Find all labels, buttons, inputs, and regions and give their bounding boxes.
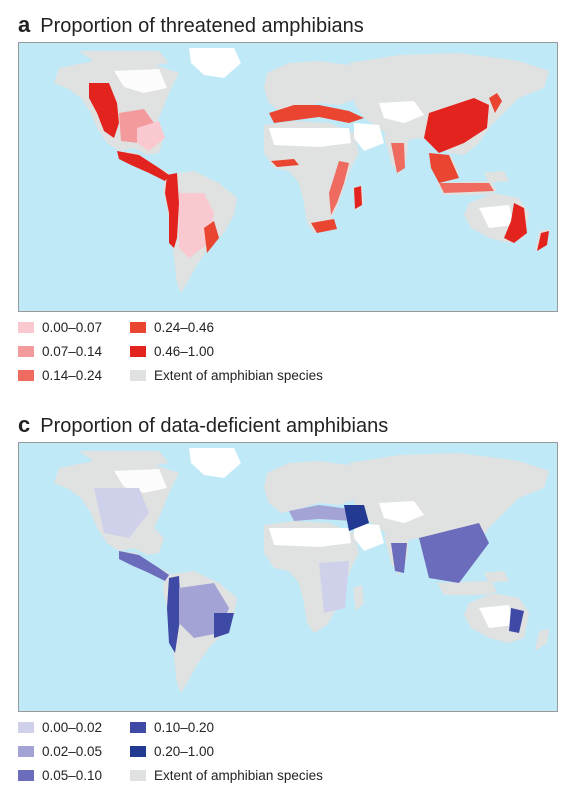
hotspot-east-australia [504,203,527,243]
hotspot-mediterranean [269,105,364,123]
legend-label: Extent of amphibian species [154,768,323,783]
legend-item: 0.02–0.05 [18,744,102,760]
legend-swatch [18,370,34,381]
hotspot-china [424,98,489,153]
world-map-data-deficient [18,442,558,712]
legend-label: 0.05–0.10 [42,768,103,783]
hotspot-na-west [89,83,119,138]
panel-title-text: Proportion of threatened amphibians [40,15,364,37]
legend-label: 0.24–0.46 [154,320,215,335]
dd-mediterranean [289,505,354,521]
legend-threatened: 0.00–0.07 0.07–0.14 0.14–0.24 0.24–0.46 … [18,318,558,390]
hotspot-indonesia [439,183,494,193]
hotspot-sa-interior [179,193,214,258]
dd-india [391,543,407,573]
hotspot-india [391,143,405,173]
hotspot-atlantic-forest [204,221,219,253]
legend-item: 0.10–0.20 [130,720,214,736]
legend-swatch [18,746,34,757]
world-map-threatened [18,42,558,312]
legend-data-deficient: 0.00–0.02 0.02–0.05 0.05–0.10 0.10–0.20 … [18,718,558,790]
legend-item: 0.07–0.14 [18,344,102,360]
legend-label: 0.14–0.24 [42,368,103,383]
legend-swatch [130,346,146,357]
legend-item: 0.14–0.24 [18,368,102,384]
legend-item: 0.00–0.07 [18,320,102,336]
legend-label: Extent of amphibian species [154,368,323,383]
hotspot-new-zealand [537,231,549,251]
legend-swatch [130,770,146,781]
dd-central-america [119,551,169,581]
dd-andes [167,576,181,653]
dd-africa [319,561,349,613]
panel-title: a Proportion of threatened amphibians [18,12,364,38]
legend-label: 0.10–0.20 [154,720,215,735]
hotspot-se-asia [429,153,459,183]
legend-swatch [18,346,34,357]
panel-letter: a [18,12,31,37]
dd-na [94,488,149,538]
hotspot-madagascar [354,186,362,209]
legend-swatch [130,322,146,333]
dd-atlantic [214,613,234,638]
panel-title-text: Proportion of data-deficient amphibians [40,415,389,437]
dd-australia-east [509,608,524,633]
dd-middle-east [344,505,369,531]
panel-title: c Proportion of data-deficient amphibians [18,412,388,438]
legend-label: 0.00–0.02 [42,720,103,735]
panel-letter: c [18,412,31,437]
legend-label: 0.02–0.05 [42,744,103,759]
legend-label: 0.46–1.00 [154,344,215,359]
hotspot-andes [165,173,179,248]
legend-swatch [130,722,146,733]
legend-swatch [18,322,34,333]
legend-item: 0.46–1.00 [130,344,214,360]
data-deficient-hotspots [94,488,524,653]
threatened-hotspots [89,83,549,258]
hotspot-central-america [117,151,169,181]
legend-item: Extent of amphibian species [130,768,323,784]
legend-item: 0.24–0.46 [130,320,214,336]
legend-item: 0.20–1.00 [130,744,214,760]
hotspot-south-africa [311,219,337,233]
hotspot-east-africa [329,161,349,215]
legend-label: 0.00–0.07 [42,320,103,335]
legend-label: 0.07–0.14 [42,344,103,359]
legend-item: 0.00–0.02 [18,720,102,736]
hotspot-west-africa [271,159,299,167]
hotspot-japan [489,93,502,113]
legend-swatch [18,770,34,781]
legend-item: Extent of amphibian species [130,368,323,384]
legend-swatch [130,746,146,757]
legend-label: 0.20–1.00 [154,744,215,759]
hotspot-na-se [137,121,165,151]
legend-swatch [18,722,34,733]
dd-se-asia [419,523,489,583]
legend-item: 0.05–0.10 [18,768,102,784]
legend-swatch [130,370,146,381]
